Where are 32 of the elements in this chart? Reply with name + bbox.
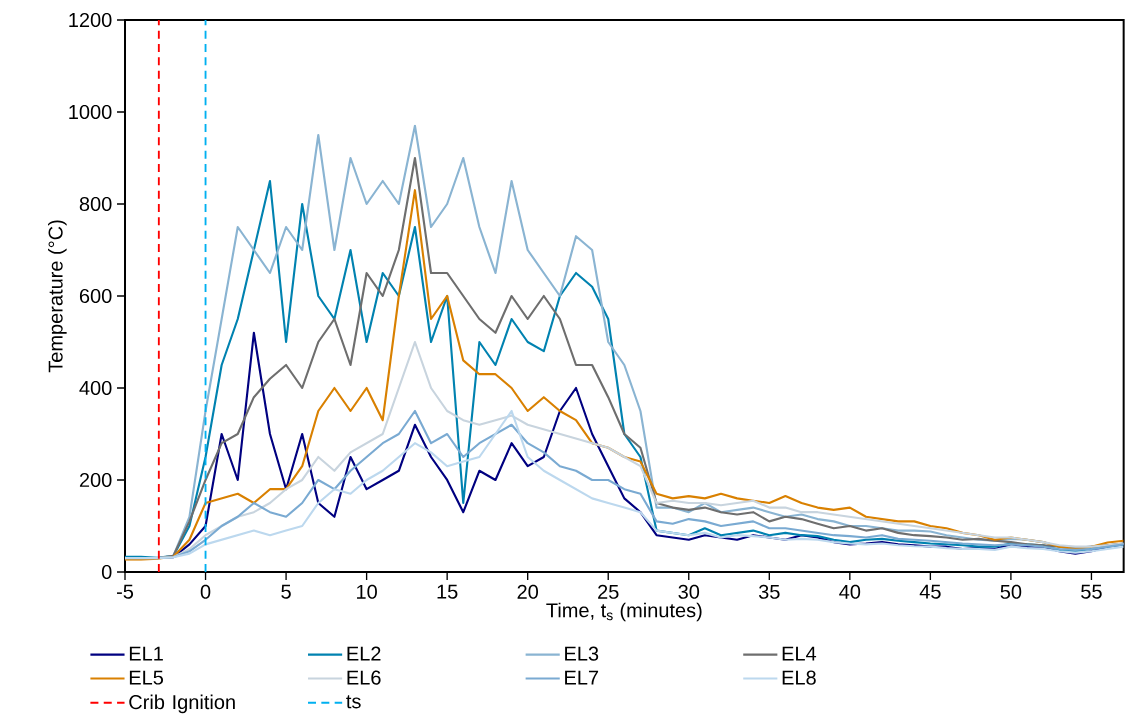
x-tick-label: 15 bbox=[437, 584, 458, 599]
legend-label: EL4 bbox=[782, 646, 817, 661]
legend-label: EL6 bbox=[347, 670, 381, 685]
legend-label: EL7 bbox=[565, 670, 599, 685]
legend-label: EL1 bbox=[129, 646, 163, 661]
y-tick-label: 600 bbox=[79, 288, 112, 304]
y-tick-label: 1200 bbox=[69, 12, 112, 28]
x-tick-label: 20 bbox=[517, 584, 539, 599]
x-tick-label: 35 bbox=[758, 584, 780, 599]
y-tick-label: 200 bbox=[79, 472, 112, 488]
legend-label: EL8 bbox=[782, 670, 816, 685]
x-tick-label: 10 bbox=[357, 584, 377, 599]
legend-label: EL5 bbox=[129, 670, 164, 685]
y-tick-label: 0 bbox=[101, 564, 112, 580]
x-tick-label: -5 bbox=[117, 584, 134, 599]
x-axis-title: Time, t$_{s}$ (minutes) bbox=[546, 602, 702, 622]
x-tick-label: 45 bbox=[919, 584, 941, 599]
legend-label: Crib Ignition bbox=[129, 694, 235, 714]
x-tick-label: 25 bbox=[598, 584, 619, 599]
x-tick-label: 5 bbox=[281, 584, 291, 599]
legend-label: EL2 bbox=[347, 646, 381, 661]
x-tick-label: 55 bbox=[1081, 584, 1102, 599]
x-tick-label: 30 bbox=[678, 584, 700, 599]
x-tick-label: 50 bbox=[1000, 584, 1022, 599]
legend-label: EL3 bbox=[565, 646, 599, 661]
x-tick-label: 0 bbox=[200, 584, 211, 599]
y-tick-label: 400 bbox=[79, 380, 112, 396]
x-tick-label: 40 bbox=[839, 584, 861, 599]
y-tick-label: 1000 bbox=[69, 104, 112, 120]
legend-label: ts bbox=[346, 695, 361, 709]
y-tick-label: 800 bbox=[79, 196, 112, 212]
y-axis-title: Temperature (°C) bbox=[48, 220, 67, 373]
